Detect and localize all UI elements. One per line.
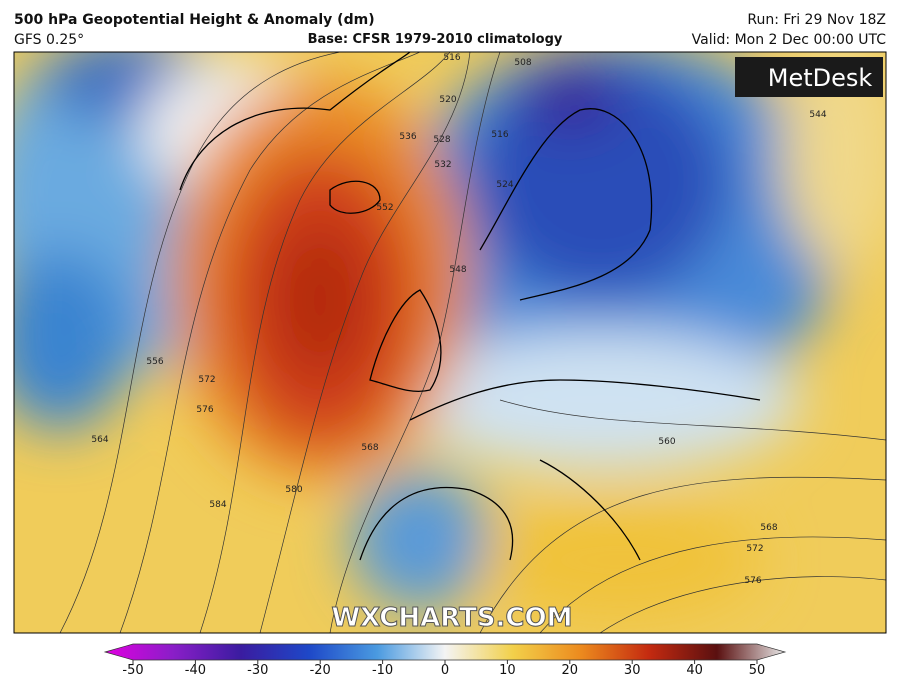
contour-label: 516 (491, 130, 508, 140)
contour-label: 584 (209, 500, 226, 510)
map-frame (13, 51, 887, 634)
colorbar-tick-label: -40 (185, 663, 206, 678)
contour-label: 568 (361, 443, 378, 453)
contour-label: 520 (439, 95, 456, 105)
contour-label: 576 (196, 405, 213, 415)
contour-label: 548 (449, 265, 466, 275)
title: 500 hPa Geopotential Height & Anomaly (d… (14, 12, 375, 28)
colorbar-tick-label: -50 (122, 663, 143, 678)
contour-label: 564 (91, 435, 108, 445)
contour-label: 516 (443, 53, 460, 63)
map (14, 52, 886, 633)
contour-label: 572 (746, 544, 763, 554)
colorbar-tick-label: 40 (686, 663, 703, 678)
logo: MetDesk (768, 64, 873, 92)
valid: Valid: Mon 2 Dec 00:00 UTC (692, 32, 887, 48)
contour-label: 532 (434, 160, 451, 170)
colorbar-tick-label: 20 (562, 663, 579, 678)
colorbar-tick-label: -20 (310, 663, 331, 678)
contour-label: 576 (744, 576, 761, 586)
contour-label: 544 (809, 110, 826, 120)
contour-label: 524 (496, 180, 513, 190)
watermark: WXCHARTS.COM (331, 603, 572, 633)
colorbar-tick-label: 10 (499, 663, 516, 678)
contour-label: 556 (146, 357, 163, 367)
contour-label: 572 (198, 375, 215, 385)
contour-label: 552 (376, 203, 393, 213)
colorbar-tick-label: 50 (749, 663, 766, 678)
colorbar-tick-label: -30 (247, 663, 268, 678)
contour-label: 536 (399, 132, 416, 142)
colorbar-tick-label: -10 (372, 663, 393, 678)
contour-label: 528 (433, 135, 450, 145)
colorbar-tick-label: 30 (624, 663, 641, 678)
colorbar (103, 643, 787, 661)
contour-label: 560 (658, 437, 675, 447)
contour-label: 580 (285, 485, 302, 495)
contour-label: 568 (760, 523, 777, 533)
colorbar-tick-label: 0 (441, 663, 449, 678)
base: Base: CFSR 1979-2010 climatology (308, 32, 563, 47)
contour-label: 508 (514, 58, 531, 68)
model: GFS 0.25° (14, 32, 84, 48)
run: Run: Fri 29 Nov 18Z (747, 12, 886, 28)
logo-box (735, 57, 883, 97)
